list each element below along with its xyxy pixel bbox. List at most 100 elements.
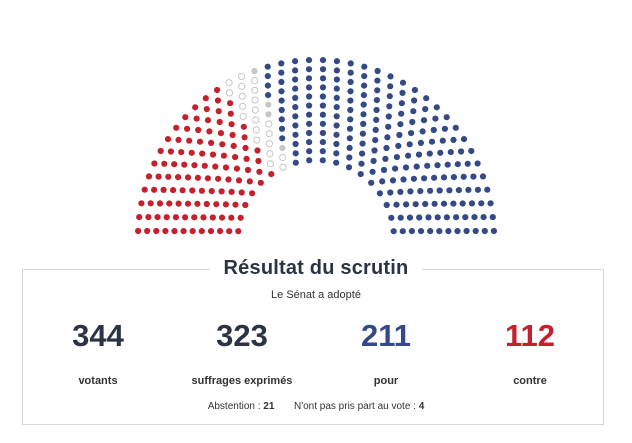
seat-pour (306, 120, 313, 127)
seat-contre (182, 214, 189, 221)
seat-pour (450, 174, 457, 181)
seat-pour (417, 228, 425, 235)
seat-contre (204, 117, 212, 124)
seat-pour (396, 131, 403, 139)
seat-pour (424, 162, 431, 169)
seat-pour (306, 111, 313, 118)
seat-contre (246, 178, 253, 185)
seat-contre (242, 201, 249, 209)
seat-pour (333, 76, 340, 83)
seat-pour (278, 60, 285, 67)
seat-pour (292, 150, 299, 157)
seat-pour (374, 67, 381, 75)
seat-pour (390, 228, 397, 235)
seat-contre (151, 186, 158, 193)
seat-pour (419, 128, 426, 135)
seat-contre (230, 142, 237, 149)
seat-contre (179, 187, 186, 194)
stat-contre-value: 112 (504, 318, 555, 353)
seat-pour (428, 138, 436, 145)
seat-contre (161, 160, 168, 167)
seat-pour (278, 116, 285, 123)
stat-votants-value: 344 (72, 318, 124, 353)
seat-pour (478, 200, 485, 207)
seat-pour (487, 200, 494, 207)
seat-abstention (251, 106, 259, 114)
seat-pour (371, 147, 378, 154)
seat-pour (292, 85, 299, 92)
seat-pour (407, 188, 414, 195)
seat-pour (346, 144, 353, 151)
seat-abstention (265, 140, 273, 148)
seat-pour (452, 124, 459, 131)
seat-contre (189, 187, 196, 194)
seat-contre (222, 201, 229, 208)
seat-contre (233, 165, 240, 172)
seat-contre (255, 157, 262, 165)
seat-pour (443, 114, 450, 121)
seat-pour (292, 67, 299, 74)
seat-pour (385, 123, 392, 130)
seat-contre (184, 174, 192, 181)
seat-pour (412, 201, 419, 208)
seat-pour (480, 214, 487, 221)
seat-pour (470, 173, 477, 180)
seat-pour (333, 150, 340, 157)
seat-pour (357, 171, 364, 178)
seat-pour (368, 179, 375, 186)
seat-pour (420, 117, 428, 124)
seat-pour (440, 174, 448, 181)
seat-contre (171, 161, 178, 168)
seat-pour (292, 131, 299, 138)
seat-pour (376, 190, 383, 197)
seat-abstention (279, 153, 287, 162)
seat-pour (468, 147, 475, 155)
seat-pour (306, 93, 313, 100)
seat-contre (194, 200, 201, 207)
seat-contre (212, 163, 219, 170)
seat-pour (481, 227, 488, 235)
seat-pour (409, 118, 416, 126)
seat-contre (235, 177, 243, 184)
seat-pour (399, 79, 407, 86)
seat-contre (162, 227, 169, 235)
seat-contre (196, 138, 204, 145)
seat-contre (238, 189, 245, 196)
seat-contre (218, 188, 225, 195)
seat-pour (319, 129, 326, 137)
seat-pour (347, 97, 354, 104)
seat-pour (306, 102, 313, 109)
seat-pour (359, 130, 366, 137)
seat-pour (389, 177, 397, 184)
seat-pour (305, 66, 313, 73)
seat-abstention (252, 116, 260, 124)
seat-pour (278, 88, 285, 95)
seat-abstention (225, 79, 233, 87)
seat-pour (431, 200, 438, 207)
seat-pour (422, 200, 429, 208)
seat-pour (405, 152, 412, 159)
absent-value: 4 (418, 401, 425, 412)
seat-pour (387, 189, 394, 196)
seat-contre (144, 227, 151, 235)
seat-pour (458, 148, 465, 155)
seat-pour (439, 137, 446, 144)
seat-absent (279, 144, 286, 151)
seat-pour (399, 89, 406, 96)
seat-pour (360, 120, 367, 127)
seat-contre (200, 214, 207, 221)
seat-pour (388, 214, 395, 221)
seat-contre (173, 124, 180, 131)
seat-pour (385, 113, 392, 120)
seat-contre (237, 214, 244, 221)
seat-pour (292, 122, 299, 129)
seat-pour (306, 148, 313, 155)
seat-pour (292, 94, 299, 101)
abstention-label: Abstention : (207, 401, 261, 412)
seat-pour (450, 200, 457, 207)
seat-pour (471, 214, 478, 221)
seat-pour (446, 187, 453, 194)
seat-pour (369, 168, 376, 175)
seat-pour (264, 63, 271, 70)
seat-pour (432, 115, 439, 122)
